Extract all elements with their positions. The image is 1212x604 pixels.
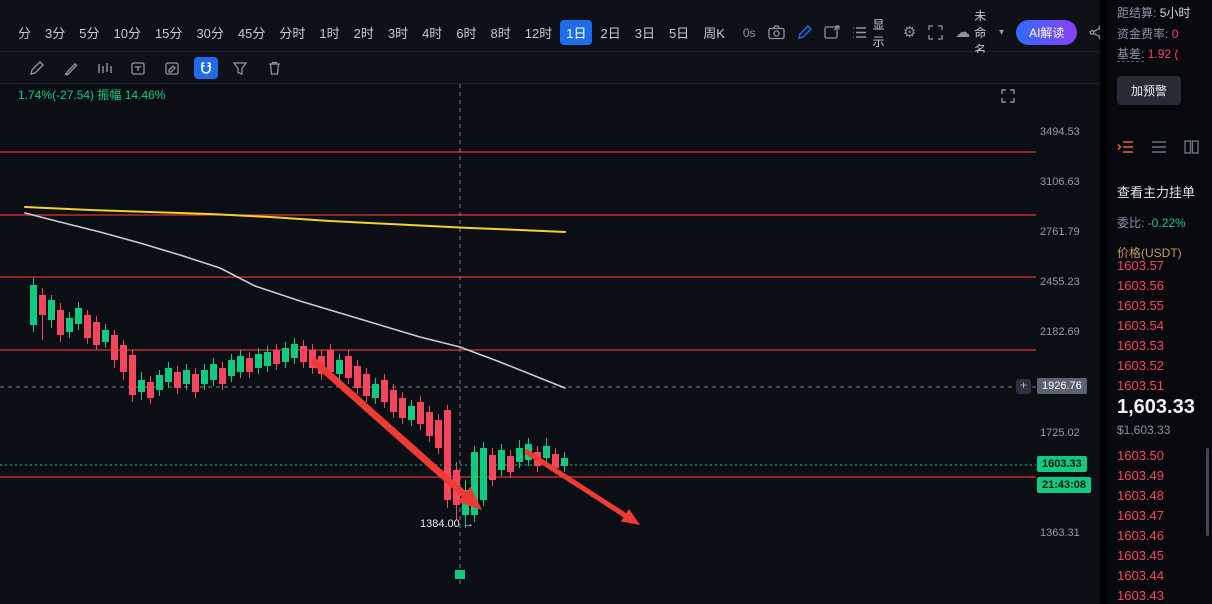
axis-label: 2455.23	[1040, 276, 1080, 288]
last-price-axis-label: 1603.33	[1037, 456, 1087, 472]
add-alert-button[interactable]: 加预警	[1117, 76, 1182, 105]
timeframe-5分[interactable]: 5分	[79, 26, 100, 41]
timeframe-2时[interactable]: 2时	[353, 26, 374, 41]
layout-selector[interactable]: ☁ 未命名 ▾	[955, 7, 1004, 58]
symbol-change-info: 1.74%(-27.54) 振幅 14.46%	[18, 88, 166, 102]
timeframe-1日[interactable]: 1日	[560, 20, 593, 45]
low-price-annotation: 1384.00 →	[420, 518, 474, 530]
timeframe-5日[interactable]: 5日	[668, 26, 690, 41]
price-row[interactable]: 1603.44	[1117, 568, 1164, 583]
price-row[interactable]: 1603.50	[1117, 448, 1164, 463]
price-row[interactable]: 1603.55	[1117, 298, 1164, 313]
last-price-usd: $1,603.33	[1117, 423, 1171, 437]
chevron-down-icon: ▾	[999, 27, 1005, 38]
compare-icon[interactable]	[823, 24, 840, 42]
timeframe-10分[interactable]: 10分	[113, 26, 141, 41]
price-chart[interactable]	[0, 0, 1100, 604]
expand-view-icon[interactable]	[928, 24, 943, 42]
trades-tab-icon[interactable]	[1151, 140, 1167, 159]
basis-row: 基差: 1.92 (	[1117, 47, 1179, 62]
price-row[interactable]: 1603.49	[1117, 468, 1164, 483]
timeframe-15分[interactable]: 15分	[154, 26, 183, 41]
chart-fullscreen-icon[interactable]	[1000, 88, 1016, 109]
trash-icon[interactable]	[262, 57, 286, 79]
timeframe-1时[interactable]: 1时	[319, 26, 340, 41]
price-row[interactable]: 1603.48	[1117, 488, 1164, 503]
price-row[interactable]: 1603.52	[1117, 358, 1164, 373]
price-row[interactable]: 1603.46	[1117, 528, 1164, 543]
price-row[interactable]: 1603.56	[1117, 278, 1164, 293]
bids-list: 1603.50 1603.49 1603.48 1603.47 1603.46 1603.…	[1117, 446, 1209, 604]
last-price: 1,603.33	[1117, 396, 1195, 418]
price-row[interactable]: 1603.53	[1117, 338, 1164, 353]
candle-countdown-label: 21:43:08	[1037, 477, 1092, 493]
right-panel: 距结算: 5小时 资金费率: 0 基差: 1.92 ( 加预警	[1100, 0, 1212, 604]
timeframe-3日[interactable]: 3日	[634, 26, 655, 41]
timeframe-周K[interactable]: 周K	[703, 26, 725, 41]
filter-tool-icon[interactable]	[228, 57, 252, 79]
view-main-orders-link[interactable]: 查看主力挂单	[1117, 185, 1196, 200]
text-tool-icon[interactable]	[126, 57, 150, 79]
cloud-icon: ☁	[955, 24, 971, 41]
axis-label: 1725.02	[1040, 427, 1080, 439]
brush-tool-icon[interactable]	[58, 57, 82, 79]
indicator-list-icon[interactable]	[852, 24, 867, 42]
toolbar-right-group: 0s 显示 ⚙	[743, 7, 1105, 58]
timeframe-4时[interactable]: 4时	[422, 26, 443, 41]
axis-label: 2182.69	[1040, 326, 1080, 338]
commission-ratio-row: 委比: -0.22%	[1117, 216, 1186, 230]
price-row[interactable]: 1603.47	[1117, 508, 1164, 523]
pattern-tool-icon[interactable]	[92, 57, 116, 79]
ai-analysis-button[interactable]: AI解读	[1016, 20, 1078, 45]
price-row[interactable]: 1603.51	[1117, 378, 1164, 393]
axis-label: 2761.79	[1040, 226, 1080, 238]
timeframe-2日[interactable]: 2日	[600, 26, 621, 41]
timeframe-3时[interactable]: 3时	[387, 26, 409, 41]
timeframe-3分[interactable]: 3分	[45, 26, 66, 41]
settlement-row: 距结算: 5小时	[1117, 6, 1191, 20]
price-row[interactable]: 1603.54	[1117, 318, 1164, 333]
top-toolbar: 分 3分 5分 10分 15分 30分 45分 分时 1时 2时 3时 4时 6时 8时 12时 1日 2日 3日…	[0, 0, 1104, 57]
add-order-plus-button[interactable]: +	[1016, 379, 1031, 394]
timeframe-45分[interactable]: 45分	[237, 26, 266, 41]
depth-tab-icon[interactable]	[1184, 140, 1199, 159]
line-tool-icon[interactable]	[24, 57, 48, 79]
camera-icon[interactable]	[767, 24, 785, 42]
crosshair-price-label: 1926.76	[1037, 378, 1087, 394]
price-row[interactable]: 1603.45	[1117, 548, 1164, 563]
asks-list: 1603.57 1603.56 1603.55 1603.54 1603.53 1603.…	[1117, 256, 1209, 396]
layout-name: 未命名	[974, 9, 987, 57]
axis-label: 3106.63	[1040, 176, 1080, 188]
draw-pencil-icon[interactable]	[797, 24, 812, 42]
note-tool-icon[interactable]	[160, 57, 184, 79]
axis-label: 1363.31	[1040, 527, 1080, 539]
panel-tabs	[1117, 140, 1199, 159]
timeframe-分[interactable]: 分	[18, 26, 32, 41]
timeframe-6时[interactable]: 6时	[456, 26, 477, 41]
timeframe-12时[interactable]: 12时	[524, 26, 553, 41]
timeframe-8时[interactable]: 8时	[490, 26, 511, 41]
timeframe-list: 分 3分 5分 10分 15分 30分 45分 分时 1时 2时 3时 4时 6时 8时 12时 1日 2日 3日…	[12, 20, 733, 45]
timeframe-30分[interactable]: 30分	[196, 26, 224, 41]
drawing-toolbar	[0, 53, 1100, 84]
orderbook-tab-icon[interactable]	[1117, 140, 1134, 159]
price-axis[interactable]: 3494.53 3106.63 2761.79 2455.23 2182.69 1725.…	[1038, 0, 1100, 604]
panel-scrollbar[interactable]	[1206, 448, 1209, 536]
funding-rate-row: 资金费率: 0	[1117, 27, 1179, 41]
settings-gear-icon[interactable]: ⚙	[902, 24, 917, 41]
magnet-tool-icon[interactable]	[194, 57, 218, 79]
price-row[interactable]: 1603.43	[1117, 588, 1164, 603]
price-row[interactable]: 1603.57	[1117, 258, 1164, 273]
axis-label: 3494.53	[1040, 126, 1080, 138]
display-toggle[interactable]: 显示	[872, 17, 885, 49]
interval-countdown: 0s	[742, 25, 756, 40]
timeframe-分时[interactable]: 分时	[279, 26, 306, 41]
price-column-header: 价格(USDT)	[1117, 246, 1182, 260]
